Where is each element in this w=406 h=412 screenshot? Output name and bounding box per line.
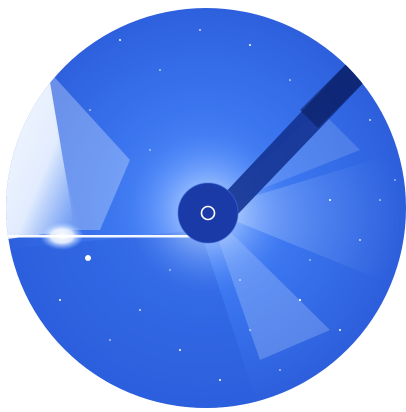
saturation-streak — [6, 235, 190, 238]
star-field — [39, 29, 396, 381]
timestamp-label: 2007/01/14 09:54 — [9, 393, 135, 408]
occulting-disk — [178, 183, 238, 243]
sun-outline — [200, 205, 216, 221]
coronal-streamer — [208, 150, 406, 290]
planet-dot — [85, 255, 91, 261]
